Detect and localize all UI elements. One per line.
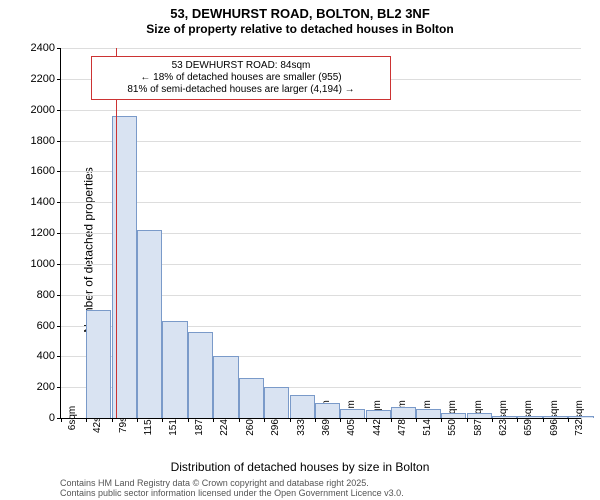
- x-tick-label: 623sqm: [496, 400, 509, 436]
- y-tick-label: 200: [37, 381, 61, 393]
- x-tick-mark: [137, 418, 138, 422]
- x-tick-label: 659sqm: [521, 400, 534, 436]
- x-tick-mark: [391, 418, 392, 422]
- x-axis-label: Distribution of detached houses by size …: [0, 460, 600, 474]
- x-tick-label: 587sqm: [471, 400, 484, 436]
- property-marker-line: [116, 48, 117, 418]
- footer-line-1: Contains HM Land Registry data © Crown c…: [60, 478, 369, 488]
- y-tick-label: 600: [37, 320, 61, 332]
- histogram-bar: [467, 413, 492, 418]
- histogram-bar: [391, 407, 416, 418]
- histogram-bar: [290, 395, 315, 418]
- histogram-bar: [264, 387, 289, 418]
- x-tick-label: 405sqm: [344, 400, 357, 436]
- x-tick-mark: [340, 418, 341, 422]
- x-tick-label: 442sqm: [370, 400, 383, 436]
- histogram-bar: [441, 413, 466, 418]
- annotation-line: 81% of semi-detached houses are larger (…: [96, 84, 386, 96]
- x-tick-mark: [366, 418, 367, 422]
- y-tick-label: 2400: [31, 42, 61, 54]
- footer-line-2: Contains public sector information licen…: [60, 488, 404, 498]
- histogram-bar: [340, 409, 365, 418]
- x-tick-mark: [61, 418, 62, 422]
- histogram-bar: [315, 403, 340, 418]
- x-tick-mark: [86, 418, 87, 422]
- histogram-bar: [492, 416, 517, 418]
- grid-line: [61, 110, 581, 111]
- y-tick-label: 1000: [31, 258, 61, 270]
- histogram-bar: [543, 416, 568, 418]
- grid-line: [61, 171, 581, 172]
- y-tick-label: 400: [37, 350, 61, 362]
- histogram-bar: [137, 230, 162, 418]
- x-tick-mark: [264, 418, 265, 422]
- x-tick-mark: [315, 418, 316, 422]
- y-tick-label: 1200: [31, 227, 61, 239]
- histogram-bar: [86, 310, 111, 418]
- annotation-box: 53 DEWHURST ROAD: 84sqm← 18% of detached…: [91, 56, 391, 100]
- x-tick-mark: [517, 418, 518, 422]
- y-tick-label: 800: [37, 289, 61, 301]
- y-tick-label: 2000: [31, 104, 61, 116]
- x-tick-mark: [290, 418, 291, 422]
- x-tick-mark: [441, 418, 442, 422]
- histogram-bar: [366, 410, 391, 418]
- x-tick-mark: [492, 418, 493, 422]
- plot-area: 0200400600800100012001400160018002000220…: [60, 48, 581, 419]
- y-tick-label: 1600: [31, 165, 61, 177]
- annotation-line: 53 DEWHURST ROAD: 84sqm: [96, 60, 386, 72]
- histogram-bar: [239, 378, 264, 418]
- y-tick-label: 2200: [31, 73, 61, 85]
- x-tick-mark: [467, 418, 468, 422]
- x-tick-mark: [416, 418, 417, 422]
- chart-title: 53, DEWHURST ROAD, BOLTON, BL2 3NF: [0, 6, 600, 21]
- x-tick-label: 514sqm: [420, 400, 433, 436]
- x-tick-label: 478sqm: [395, 400, 408, 436]
- chart-container: 53, DEWHURST ROAD, BOLTON, BL2 3NF Size …: [0, 0, 600, 500]
- x-tick-mark: [543, 418, 544, 422]
- x-tick-label: 696sqm: [547, 400, 560, 436]
- y-tick-label: 0: [49, 412, 61, 424]
- annotation-line: ← 18% of detached houses are smaller (95…: [96, 72, 386, 84]
- histogram-bar: [162, 321, 187, 418]
- histogram-bar: [188, 332, 213, 418]
- x-tick-mark: [188, 418, 189, 422]
- x-tick-label: 6sqm: [65, 406, 78, 430]
- chart-subtitle: Size of property relative to detached ho…: [0, 22, 600, 36]
- histogram-bar: [517, 416, 542, 418]
- y-tick-label: 1400: [31, 196, 61, 208]
- x-tick-mark: [112, 418, 113, 422]
- histogram-bar: [568, 416, 593, 418]
- grid-line: [61, 48, 581, 49]
- x-tick-mark: [213, 418, 214, 422]
- y-tick-label: 1800: [31, 135, 61, 147]
- grid-line: [61, 141, 581, 142]
- histogram-bar: [416, 409, 441, 418]
- x-tick-mark: [239, 418, 240, 422]
- x-tick-mark: [162, 418, 163, 422]
- x-tick-mark: [568, 418, 569, 422]
- histogram-bar: [213, 356, 238, 418]
- x-tick-label: 550sqm: [445, 400, 458, 436]
- grid-line: [61, 202, 581, 203]
- x-tick-label: 732sqm: [572, 400, 585, 436]
